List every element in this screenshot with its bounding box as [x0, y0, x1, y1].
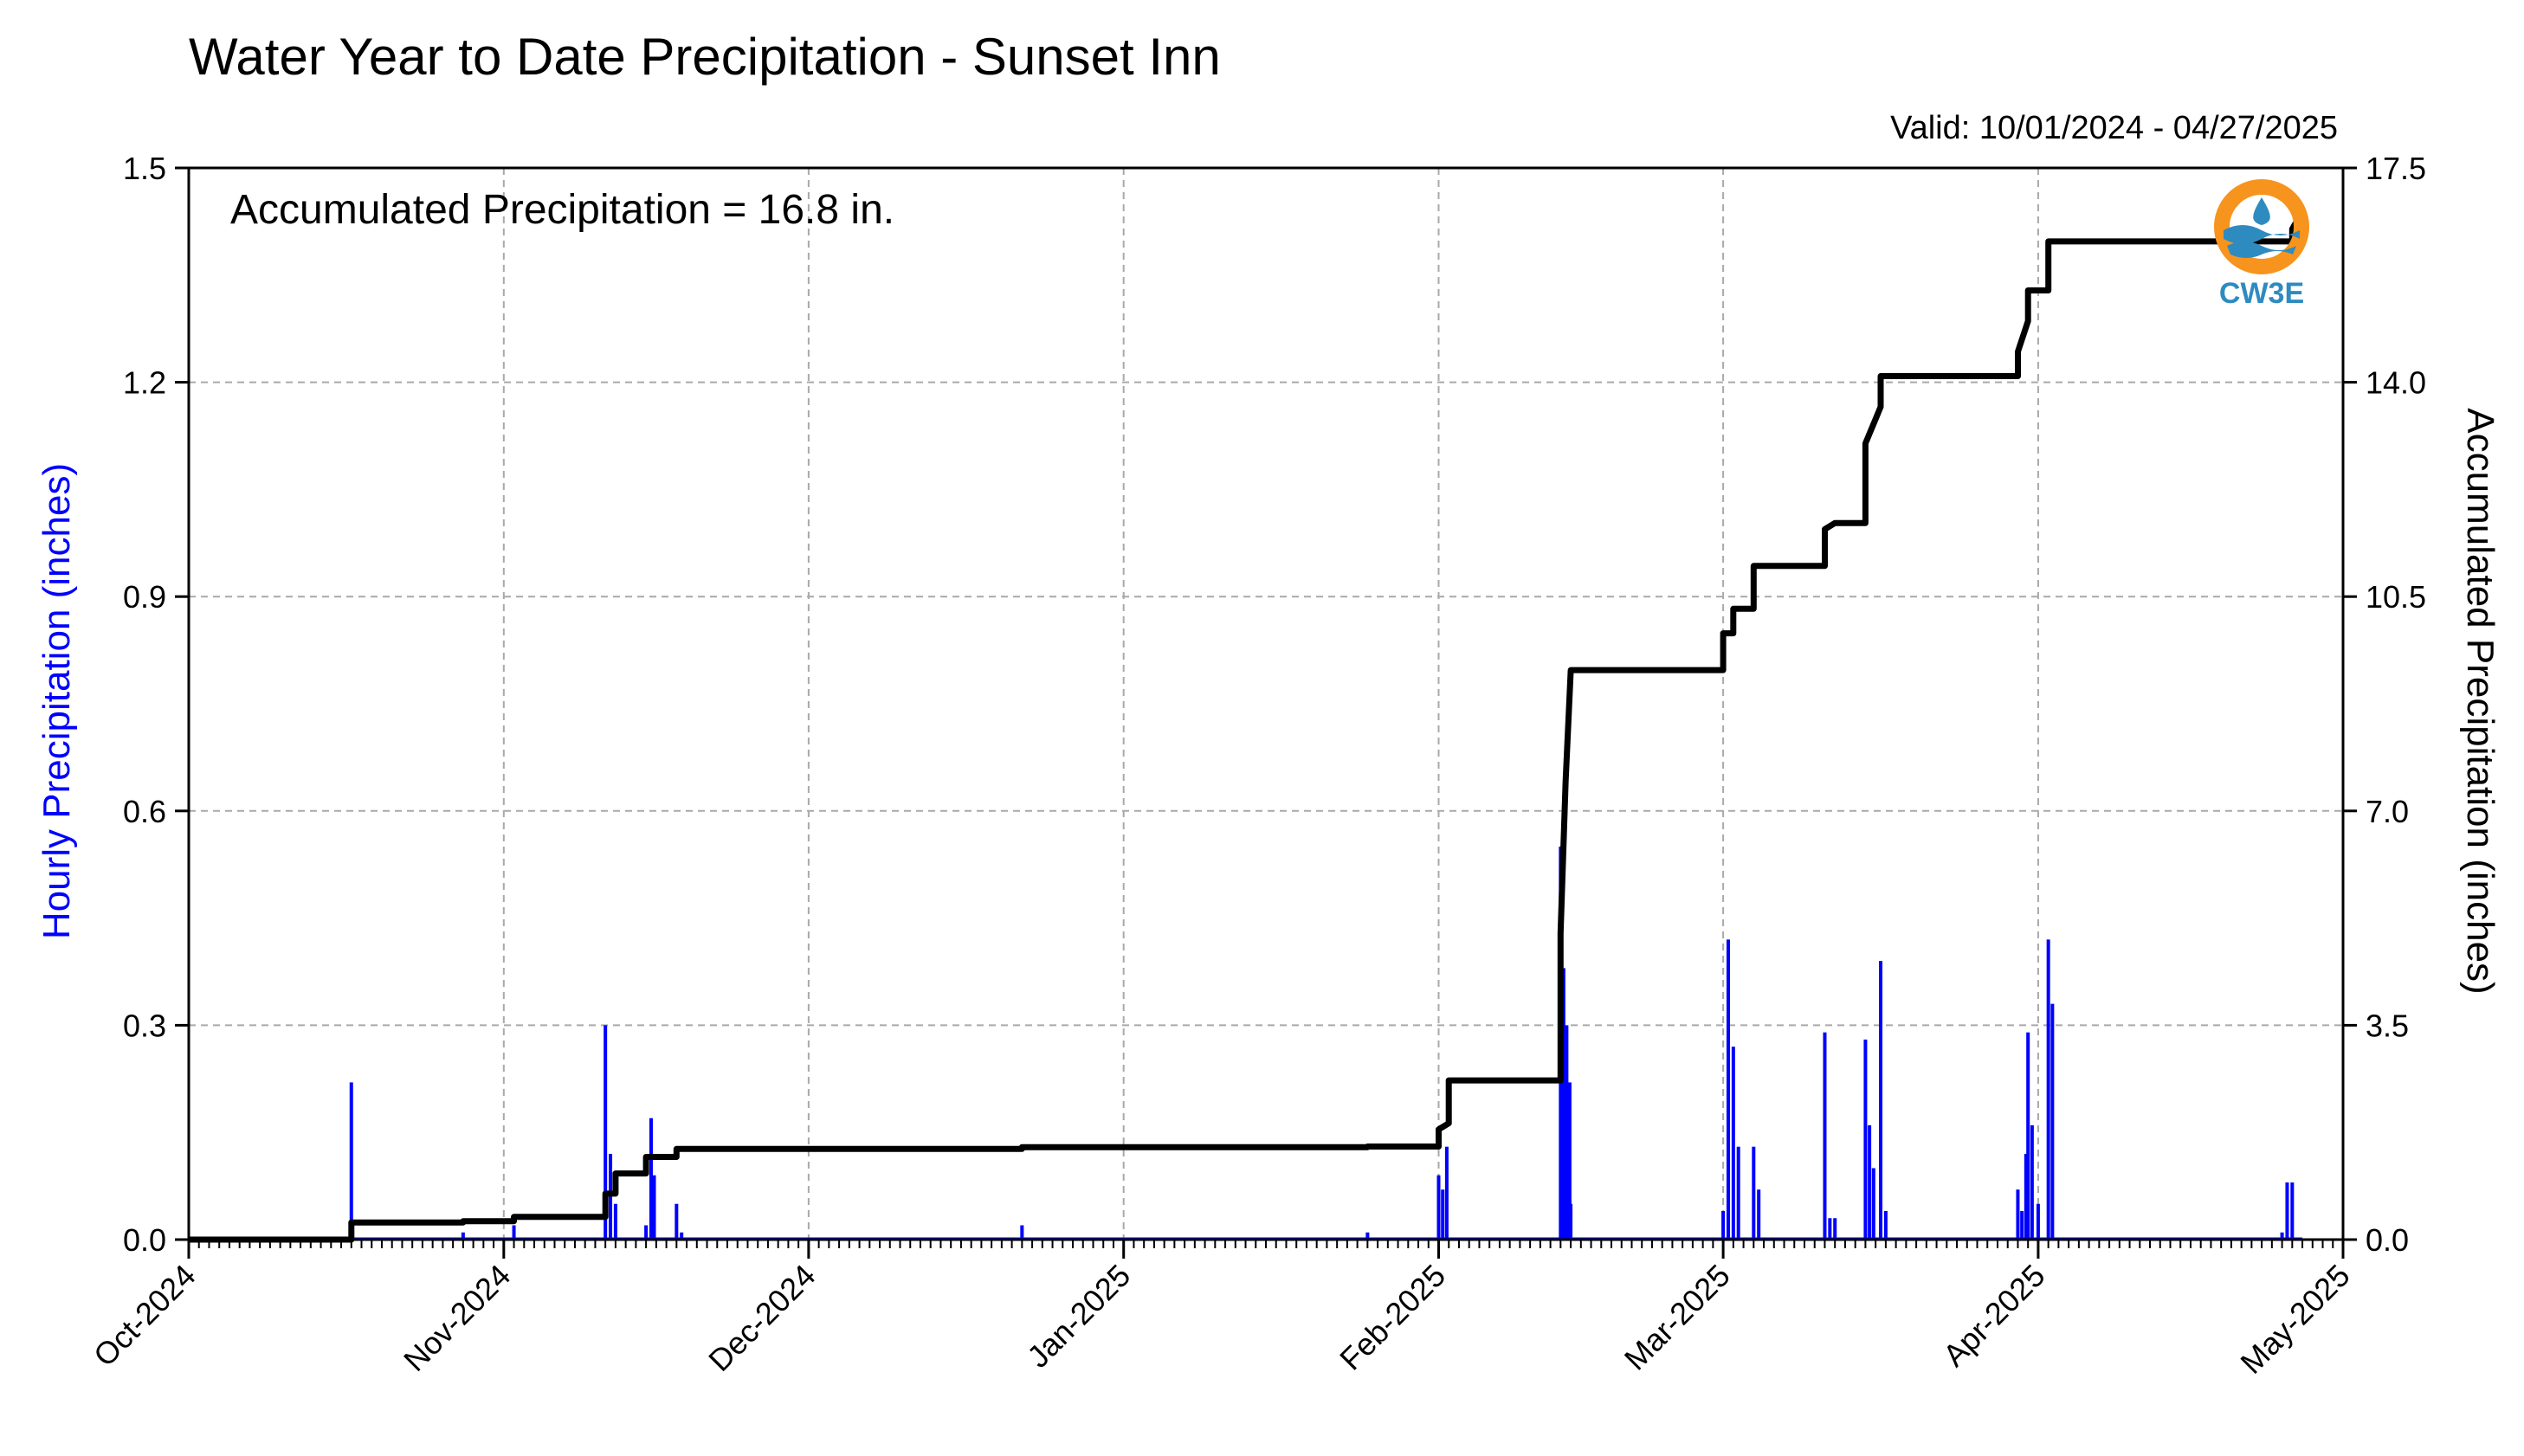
precip-bar — [675, 1203, 679, 1240]
x-tick-label: Nov-2024 — [397, 1258, 517, 1378]
precip-bar — [680, 1232, 684, 1240]
precip-bar — [1868, 1124, 1872, 1240]
precip-bar — [2285, 1182, 2289, 1240]
tick-labels: 0.0 0.3 0.6 0.9 1.2 1.5 0.0 3.5 7.0 10.5 14.0 17.5 O… — [87, 151, 2426, 1381]
hourly-precipitation-bars — [189, 847, 2303, 1240]
chart-title: Water Year to Date Precipitation - Sunse… — [189, 28, 1221, 86]
precip-bar — [2036, 1203, 2040, 1240]
plot-frame — [187, 166, 2345, 1241]
precip-bar — [1436, 1175, 1441, 1240]
precip-bar — [2024, 1153, 2028, 1240]
x-tick-label: Jan-2025 — [1020, 1258, 1137, 1375]
precip-bar — [1441, 1189, 1445, 1240]
grid-lines — [189, 168, 2343, 1240]
precip-bar — [2020, 1210, 2024, 1240]
right-y-tick-label: 0.0 — [2366, 1222, 2409, 1258]
precip-bar — [1721, 1210, 1726, 1240]
right-y-tick-label: 7.0 — [2366, 794, 2409, 829]
precip-bar — [461, 1232, 465, 1240]
right-y-tick-label: 17.5 — [2366, 151, 2426, 186]
valid-period: Valid: 10/01/2024 - 04/27/2025 — [1890, 110, 2338, 146]
precip-bar — [1731, 1047, 1735, 1240]
precip-bar — [1569, 1203, 1573, 1240]
precip-bar — [1365, 1232, 1370, 1240]
precip-bar — [2050, 1003, 2055, 1240]
precip-bar — [1736, 1146, 1740, 1240]
precip-bar — [1020, 1225, 1024, 1240]
left-y-tick-label: 0.0 — [123, 1222, 166, 1258]
accumulated-precipitation-line — [189, 209, 2306, 1243]
precip-bar — [1752, 1146, 1756, 1240]
logo-ring — [2214, 179, 2309, 274]
logo-text: CW3E — [2219, 277, 2304, 310]
precip-bar — [2290, 1182, 2295, 1240]
precip-bar — [1444, 1146, 1449, 1240]
axis-ticks — [175, 166, 2357, 1259]
accumulated-total-annotation: Accumulated Precipitation = 16.8 in. — [230, 187, 894, 233]
right-y-tick-label: 14.0 — [2366, 365, 2426, 401]
left-y-tick-label: 1.2 — [123, 365, 166, 401]
precip-bar — [1823, 1032, 1827, 1240]
right-axis-title: Accumulated Precipitation (inches) — [2459, 408, 2501, 994]
x-tick-label: Mar-2025 — [1617, 1258, 1737, 1377]
left-axis-title: Hourly Precipitation (inches) — [36, 463, 78, 939]
right-y-tick-label: 3.5 — [2366, 1008, 2409, 1043]
precip-bar — [1879, 961, 1883, 1240]
right-y-tick-label: 10.5 — [2366, 579, 2426, 615]
left-y-tick-label: 0.3 — [123, 1008, 166, 1043]
precip-bar — [2016, 1189, 2020, 1240]
precip-bar — [1833, 1218, 1837, 1240]
logo-droplet-icon — [2253, 197, 2270, 225]
precip-bar — [1871, 1168, 1875, 1240]
precip-bar — [1726, 939, 1730, 1240]
precip-bar — [1863, 1039, 1868, 1240]
precip-bar — [649, 1118, 653, 1240]
x-tick-label: May-2025 — [2233, 1258, 2356, 1381]
x-tick-label: Oct-2024 — [87, 1258, 203, 1374]
precip-bar — [644, 1225, 649, 1240]
logo-wave-icon — [2224, 225, 2300, 244]
x-tick-label: Feb-2025 — [1333, 1258, 1452, 1377]
left-y-tick-label: 0.6 — [123, 794, 166, 829]
precip-bar — [1883, 1210, 1888, 1240]
precip-bar — [2046, 939, 2050, 1240]
precip-bar — [609, 1153, 613, 1240]
precip-bar — [613, 1203, 617, 1240]
precip-bar — [1561, 968, 1565, 1240]
left-y-tick-label: 1.5 — [123, 151, 166, 186]
precip-bar — [652, 1175, 656, 1240]
logo-wave-icon — [2227, 242, 2296, 258]
precip-bar — [2030, 1124, 2034, 1240]
cw3e-logo: CW3E — [2214, 179, 2309, 310]
precip-bar — [1567, 1082, 1572, 1240]
precip-bar — [349, 1082, 353, 1240]
precip-bar — [1757, 1189, 1761, 1240]
x-tick-label: Dec-2024 — [701, 1258, 822, 1378]
left-y-tick-label: 0.9 — [123, 579, 166, 615]
precip-bar — [512, 1225, 516, 1240]
x-tick-label: Apr-2025 — [1936, 1258, 2052, 1374]
precip-bar — [2280, 1232, 2284, 1240]
precip-bar — [1565, 1025, 1569, 1240]
precip-bar — [604, 1025, 608, 1240]
precip-bar — [2026, 1032, 2030, 1240]
precip-bar — [1828, 1218, 1832, 1240]
